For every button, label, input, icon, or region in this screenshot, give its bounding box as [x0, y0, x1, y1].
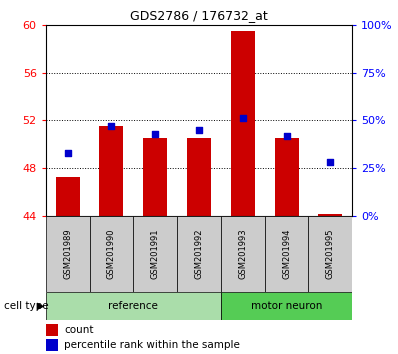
Point [196, 127, 202, 133]
Text: GSM201989: GSM201989 [63, 229, 72, 279]
Text: cell type: cell type [4, 301, 49, 311]
Text: GSM201993: GSM201993 [238, 229, 247, 279]
Bar [221, 216, 265, 292]
Bar [46, 292, 221, 320]
Bar [90, 216, 133, 292]
Text: GSM201994: GSM201994 [282, 229, 291, 279]
Point [327, 160, 334, 165]
Bar [275, 138, 298, 216]
Bar [318, 213, 342, 216]
Bar [231, 31, 255, 216]
Bar [46, 216, 90, 292]
Text: GSM201991: GSM201991 [151, 229, 160, 279]
Point [152, 131, 158, 137]
Text: reference: reference [108, 301, 158, 311]
Text: count: count [64, 325, 94, 335]
Bar [46, 339, 58, 351]
Text: GSM201990: GSM201990 [107, 229, 116, 279]
Bar [221, 292, 352, 320]
Bar [46, 324, 58, 336]
Point [64, 150, 71, 156]
Bar [265, 216, 308, 292]
Bar [177, 216, 221, 292]
Text: GSM201995: GSM201995 [326, 229, 335, 279]
Point [240, 116, 246, 121]
Text: ▶: ▶ [37, 301, 45, 311]
Bar [133, 216, 177, 292]
Text: motor neuron: motor neuron [251, 301, 322, 311]
Bar [143, 138, 167, 216]
Text: percentile rank within the sample: percentile rank within the sample [64, 340, 240, 350]
Text: GDS2786 / 176732_at: GDS2786 / 176732_at [130, 9, 268, 22]
Point [108, 123, 115, 129]
Bar [308, 216, 352, 292]
Text: GSM201992: GSM201992 [195, 229, 203, 279]
Bar [56, 177, 80, 216]
Bar [187, 138, 211, 216]
Point [283, 133, 290, 138]
Bar [100, 126, 123, 216]
